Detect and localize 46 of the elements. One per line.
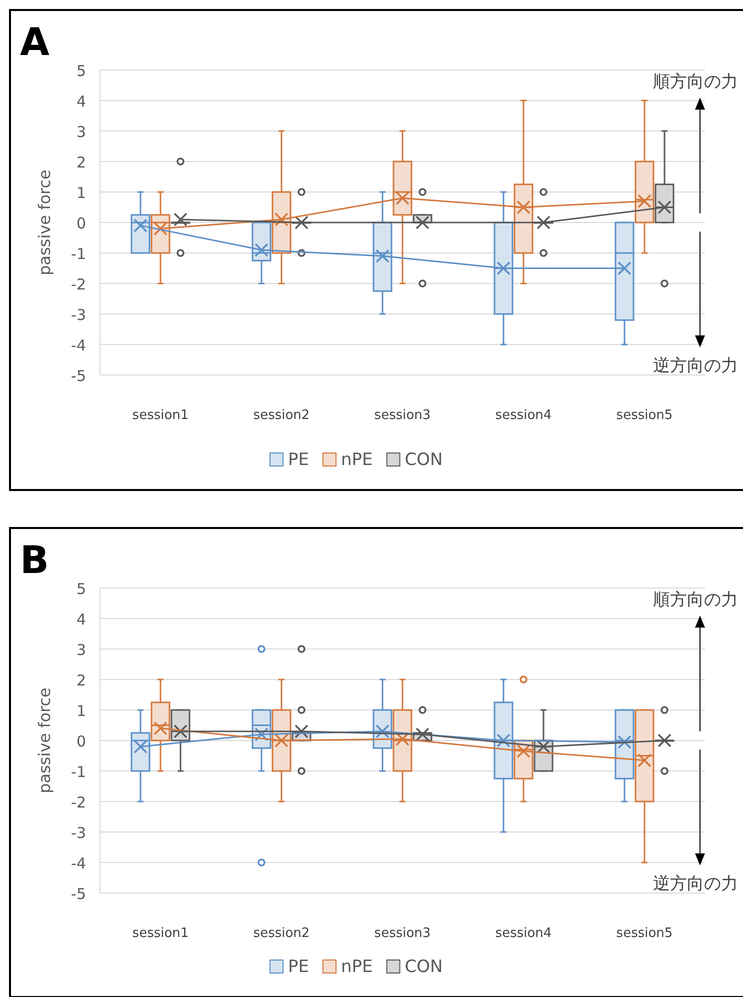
y-tick-label: -2 <box>71 276 86 294</box>
chart-title: B <box>20 538 49 582</box>
annotation: 逆方向の力 <box>653 874 738 894</box>
y-tick-label: 2 <box>76 672 86 690</box>
legend-label: nPE <box>341 450 373 470</box>
y-axis-title: passive force <box>35 688 54 794</box>
y-tick-label: -2 <box>71 794 86 812</box>
x-tick-label: session1 <box>132 408 189 423</box>
x-tick-label: session1 <box>132 926 189 941</box>
legend-label: nPE <box>341 957 373 977</box>
x-tick-label: session4 <box>495 408 552 423</box>
chart-title: A <box>20 20 50 64</box>
y-tick-label: 1 <box>76 702 86 720</box>
annotation: 順方向の力 <box>653 72 738 92</box>
y-tick-label: 0 <box>76 214 86 232</box>
y-tick-label: -5 <box>71 885 86 903</box>
y-tick-label: -5 <box>71 367 86 385</box>
x-tick-label: session2 <box>253 408 310 423</box>
y-tick-label: -4 <box>71 336 86 354</box>
y-tick-label: 1 <box>76 184 86 202</box>
x-tick-label: session3 <box>374 408 431 423</box>
y-tick-label: 3 <box>76 641 86 659</box>
y-tick-label: 0 <box>76 732 86 750</box>
x-tick-label: session2 <box>253 926 310 941</box>
y-tick-label: -4 <box>71 854 86 872</box>
y-tick-label: -1 <box>71 245 86 263</box>
y-tick-label: 4 <box>76 92 86 110</box>
y-tick-label: -3 <box>71 306 86 324</box>
y-tick-label: -3 <box>71 824 86 842</box>
annotation: 順方向の力 <box>653 590 738 610</box>
y-tick-label: 3 <box>76 123 86 141</box>
x-tick-label: session5 <box>616 408 673 423</box>
legend-label: CON <box>404 450 443 470</box>
y-tick-label: 5 <box>76 62 86 80</box>
x-tick-label: session4 <box>495 926 552 941</box>
y-tick-label: -1 <box>71 763 86 781</box>
annotation: 逆方向の力 <box>653 356 738 376</box>
y-tick-label: 4 <box>76 610 86 628</box>
x-tick-label: session5 <box>616 926 673 941</box>
y-tick-label: 2 <box>76 154 86 172</box>
x-tick-label: session3 <box>374 926 431 941</box>
y-axis-title: passive force <box>35 170 54 276</box>
legend-label: PE <box>288 957 309 977</box>
y-tick-label: 5 <box>76 580 86 598</box>
legend-label: PE <box>288 450 309 470</box>
legend-label: CON <box>404 957 443 977</box>
